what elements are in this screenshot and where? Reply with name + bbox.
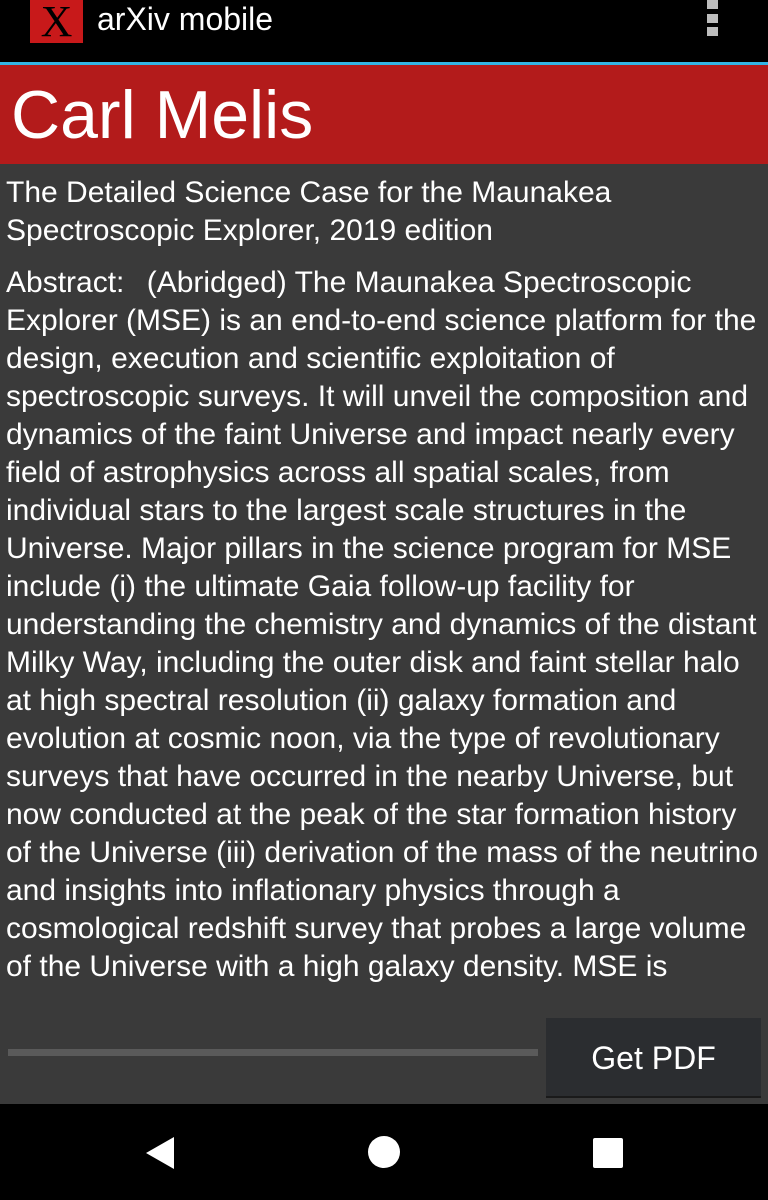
overflow-menu-icon[interactable]	[706, 0, 718, 38]
download-progress-bar	[8, 1049, 538, 1056]
action-bar-divider	[0, 62, 768, 65]
arxiv-logo-icon[interactable]: X	[30, 0, 83, 44]
abstract-text: (Abridged) The Maunakea Spectroscopic Ex…	[6, 266, 759, 983]
home-icon[interactable]	[368, 1136, 400, 1168]
abstract-label: Abstract:	[6, 266, 125, 299]
app-title: arXiv mobile	[97, 1, 274, 37]
paper-title: The Detailed Science Case for the Maunak…	[6, 176, 612, 247]
abstract: Abstract: (Abridged) The Maunakea Spectr…	[6, 264, 764, 986]
recents-icon[interactable]	[593, 1138, 623, 1168]
author-name: Carl Melis	[11, 77, 314, 153]
get-pdf-button[interactable]: Get PDF	[546, 1018, 761, 1098]
back-icon[interactable]	[146, 1137, 174, 1169]
navigation-bar	[0, 1104, 768, 1200]
paper-content[interactable]: The Detailed Science Case for the Maunak…	[0, 164, 768, 1004]
action-bar: X arXiv mobile	[0, 0, 768, 62]
author-header: Carl Melis	[0, 65, 768, 164]
